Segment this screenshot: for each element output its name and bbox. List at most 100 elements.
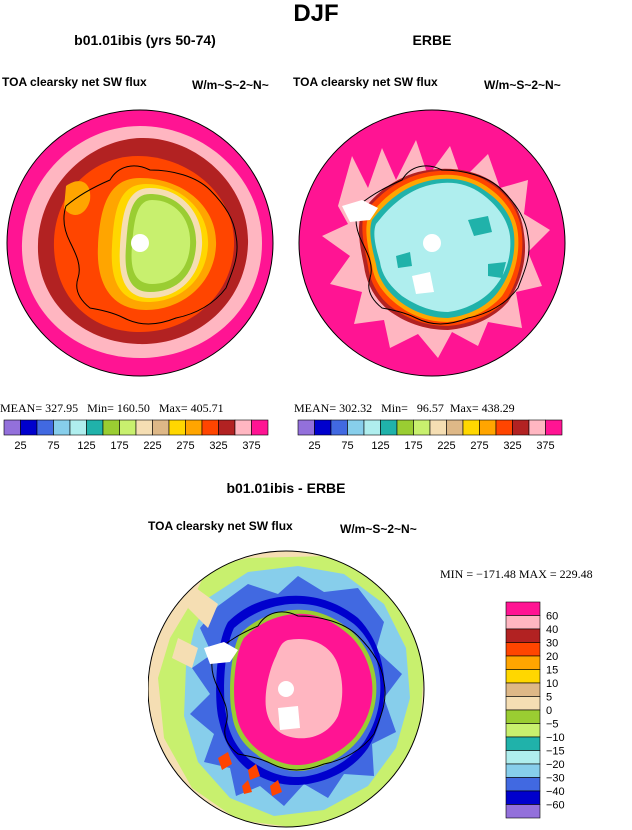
panel1-colorbar-box bbox=[201, 419, 219, 436]
panel3-colorbar-box bbox=[505, 682, 541, 697]
panel2-colorbar-box bbox=[545, 419, 563, 436]
panel3-colorbar-label: −10 bbox=[546, 732, 565, 744]
panel1-colorbar-box bbox=[86, 419, 104, 436]
panel3-colorbar-label: −15 bbox=[546, 746, 565, 758]
panel2-band-paleturquoise bbox=[374, 182, 511, 312]
panel2-iceshelf-white bbox=[412, 272, 434, 294]
panel3-colorbar-box bbox=[505, 615, 541, 630]
panel3-colorbar-box bbox=[505, 777, 541, 792]
panel3-colorbar-box bbox=[505, 642, 541, 657]
panel3-colorbar-box bbox=[505, 628, 541, 643]
panel1-colorbar-tick: 175 bbox=[110, 440, 128, 452]
panel1-colorbar-box bbox=[3, 419, 21, 436]
panel1-colorbar: 25 75 125 175 225 275 325 375 bbox=[3, 419, 269, 452]
panel3-colorbar-box bbox=[505, 723, 541, 738]
panel1-colorbar-box bbox=[168, 419, 186, 436]
panel3-pole bbox=[278, 681, 294, 697]
panel2-colorbar-tick: 325 bbox=[503, 440, 521, 452]
panel1-left-label: TOA clearsky net SW flux bbox=[2, 75, 147, 89]
panel2-colorbar-box bbox=[495, 419, 513, 436]
panel1-colorbar-tick: 125 bbox=[77, 440, 95, 452]
panel2-colorbar-box bbox=[363, 419, 381, 436]
panel3-colorbar-box bbox=[505, 750, 541, 765]
panel1-colorbar-tick: 275 bbox=[176, 440, 194, 452]
panel3-colorbar-label: −20 bbox=[546, 759, 565, 771]
panel2-colorbar-box bbox=[512, 419, 530, 436]
panel1-min-label: Min= bbox=[87, 401, 114, 415]
panel3-colorbar-label: 15 bbox=[546, 665, 558, 677]
panel2-colorbar-box bbox=[462, 419, 480, 436]
panel3-colorbar-box bbox=[505, 763, 541, 778]
panel3-colorbar-label: 0 bbox=[546, 705, 552, 717]
panel1-colorbar-tick: 375 bbox=[242, 440, 260, 452]
panel1-colorbar-box bbox=[53, 419, 71, 436]
panel3-colorbar-box bbox=[505, 669, 541, 684]
panel3-colorbar-box bbox=[505, 790, 541, 805]
panel2-max-label: Max= bbox=[449, 401, 479, 415]
panel2-colorbar-box bbox=[297, 419, 315, 436]
panel2-min-label: Min= bbox=[381, 401, 408, 415]
panel3-coastline bbox=[211, 611, 386, 771]
panel2-stats: MEAN= 302.32 Min= 96.57 Max= 438.29 bbox=[294, 401, 515, 416]
panel1-colorbar-tick: 325 bbox=[209, 440, 227, 452]
panel3-left-label: TOA clearsky net SW flux bbox=[148, 519, 293, 533]
panel2-map bbox=[298, 109, 566, 377]
panel1-coastline bbox=[63, 165, 238, 325]
panel2-colorbar-tick: 125 bbox=[371, 440, 389, 452]
panel2-colorbar-tick: 75 bbox=[341, 440, 353, 452]
panel3-colorbar-box bbox=[505, 736, 541, 751]
panel1-colorbar-box bbox=[185, 419, 203, 436]
panel3-iceshelf-white bbox=[278, 706, 300, 730]
panel2-min: 96.57 bbox=[416, 401, 444, 415]
panel3-stats: MIN = −171.48 MAX = 229.48 bbox=[440, 567, 593, 581]
panel1-map bbox=[6, 109, 274, 377]
panel1-stats: MEAN= 327.95 Min= 160.50 Max= 405.71 bbox=[0, 401, 224, 416]
panel2-colorbar-box bbox=[446, 419, 464, 436]
panel1-colorbar-box bbox=[218, 419, 236, 436]
panel3-colorbar-box bbox=[505, 601, 541, 616]
panel1-colorbar-box bbox=[36, 419, 54, 436]
panel2-units-label: W/m~S~2~N~ bbox=[484, 78, 561, 92]
panel1-colorbar-box bbox=[20, 419, 38, 436]
panel1-max-label: Max= bbox=[158, 401, 188, 415]
page-title: DJF bbox=[293, 0, 339, 27]
panel2-mean: 302.32 bbox=[339, 401, 373, 415]
panel2-colorbar-tick: 375 bbox=[536, 440, 554, 452]
panel1-min: 160.50 bbox=[116, 401, 150, 415]
panel2-coastline bbox=[355, 165, 530, 325]
panel1-colorbar-tick: 225 bbox=[143, 440, 161, 452]
panel2-colorbar-box bbox=[528, 419, 546, 436]
panel3-colorbar-label: −60 bbox=[546, 800, 565, 812]
panel2-title: ERBE bbox=[412, 32, 452, 48]
panel3-colorbar-label: −5 bbox=[546, 719, 559, 731]
panel3-colorbar-label: 60 bbox=[546, 611, 558, 623]
panel1-colorbar-box bbox=[152, 419, 170, 436]
panel2-colorbar-box bbox=[396, 419, 414, 436]
panel3-colorbar-box bbox=[505, 655, 541, 670]
panel2-colorbar-box bbox=[413, 419, 431, 436]
panel3-land-white bbox=[204, 642, 238, 664]
panel2-colorbar-box bbox=[347, 419, 365, 436]
panel1-colorbar-tick: 75 bbox=[47, 440, 59, 452]
panel1-mean-label: MEAN= bbox=[0, 401, 43, 415]
panel3-colorbar-label: 10 bbox=[546, 678, 558, 690]
panel3-colorbar-box bbox=[505, 696, 541, 711]
panel2-colorbar-box bbox=[429, 419, 447, 436]
panel3-band-pink bbox=[265, 638, 343, 739]
panel1-max: 405.71 bbox=[190, 401, 224, 415]
panel2-left-label: TOA clearsky net SW flux bbox=[293, 75, 438, 89]
panel2-colorbar-tick: 275 bbox=[470, 440, 488, 452]
panel1-colorbar-tick: 25 bbox=[14, 440, 26, 452]
panel1-colorbar-box bbox=[119, 419, 137, 436]
panel1-colorbar-box bbox=[234, 419, 252, 436]
panel2-colorbar-tick: 225 bbox=[437, 440, 455, 452]
panel3-rim bbox=[148, 550, 425, 828]
panel1-band-lightgreen bbox=[131, 200, 191, 284]
panel1-rim bbox=[6, 109, 274, 377]
panel2-colorbar-box bbox=[330, 419, 348, 436]
panel2-mean-label: MEAN= bbox=[294, 401, 337, 415]
panel3-colorbar-label: −30 bbox=[546, 773, 565, 785]
panel3-band-red-patches bbox=[218, 752, 282, 796]
panel2-rim bbox=[298, 109, 566, 377]
panel2-band-teal-patches bbox=[396, 216, 506, 278]
